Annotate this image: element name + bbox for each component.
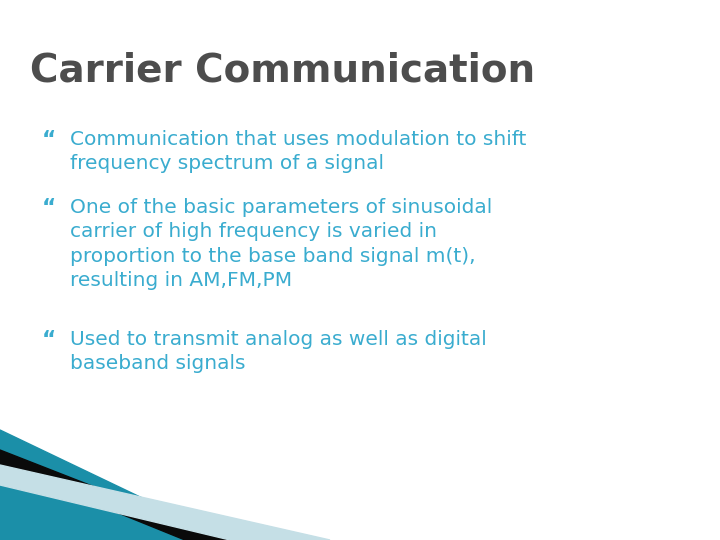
Text: “: “ [42,130,56,150]
Text: Used to transmit analog as well as digital
baseband signals: Used to transmit analog as well as digit… [70,330,487,373]
Text: “: “ [42,198,56,218]
Polygon shape [0,450,230,540]
Polygon shape [0,465,330,540]
Polygon shape [0,430,230,540]
Text: One of the basic parameters of sinusoidal
carrier of high frequency is varied in: One of the basic parameters of sinusoida… [70,198,492,290]
Text: Communication that uses modulation to shift
frequency spectrum of a signal: Communication that uses modulation to sh… [70,130,526,173]
Text: “: “ [42,330,56,350]
Text: Carrier Communication: Carrier Communication [30,52,535,90]
